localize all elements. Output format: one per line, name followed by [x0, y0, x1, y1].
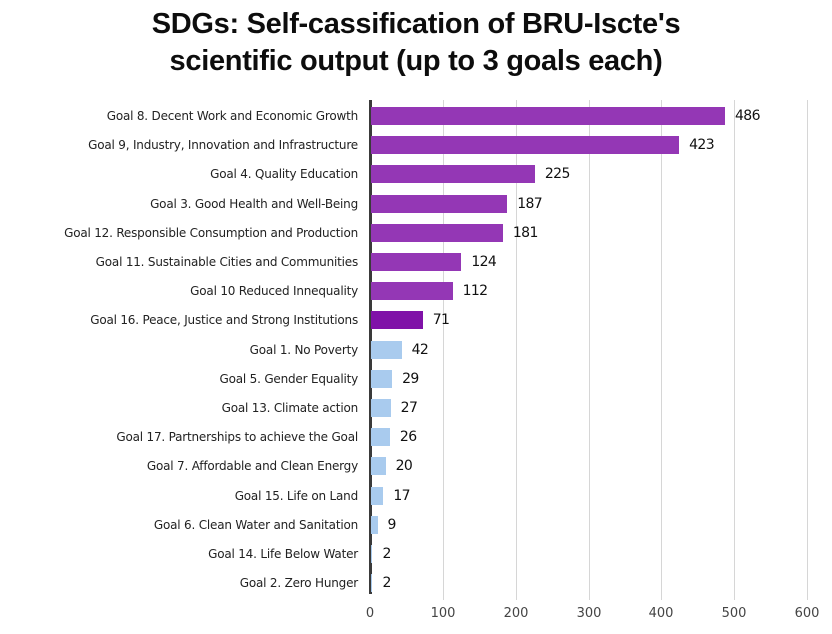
bar	[371, 107, 725, 125]
value-label: 29	[402, 370, 419, 387]
bar	[371, 194, 508, 213]
value-label: 27	[400, 400, 418, 416]
value-label: 9	[387, 516, 397, 533]
category-label: Goal 2. Zero Hunger	[239, 576, 358, 591]
bar	[371, 428, 390, 447]
bar	[371, 574, 373, 593]
chart-title: SDGs: Self-cassification of BRU-Iscte's …	[0, 6, 832, 80]
category-label: Goal 12. Responsible Consumption and Pro…	[64, 225, 358, 240]
x-tick-label: 300	[576, 606, 602, 621]
value-label: 225	[544, 166, 571, 183]
value-label: 423	[689, 137, 715, 154]
value-label: 71	[432, 312, 450, 329]
bar	[371, 223, 503, 242]
category-label: Goal 10 Reduced Innequality	[190, 284, 358, 299]
value-label: 42	[411, 341, 429, 358]
bar	[371, 253, 462, 271]
value-label: 2	[382, 575, 391, 592]
value-label: 17	[393, 487, 410, 504]
chart-title-line-2: scientific output (up to 3 goals each)	[169, 45, 663, 77]
x-tick-label: 0	[365, 606, 375, 621]
bar	[371, 399, 391, 417]
category-label: Goal 14. Life Below Water	[208, 547, 358, 561]
bar	[371, 340, 402, 359]
value-label: 181	[512, 224, 539, 241]
bar	[371, 486, 384, 505]
gridline	[589, 100, 590, 600]
value-label: 2	[382, 546, 391, 562]
category-label: Goal 8. Decent Work and Economic Growth	[106, 109, 358, 123]
value-label: 112	[462, 283, 489, 300]
category-label: Goal 1. No Poverty	[249, 342, 359, 357]
bar	[371, 457, 386, 476]
y-axis-line	[369, 100, 372, 594]
category-label: Goal 7. Affordable and Clean Energy	[146, 459, 358, 474]
bar	[371, 369, 393, 388]
bar	[371, 136, 680, 155]
x-tick-label: 500	[721, 606, 747, 621]
bar	[371, 545, 373, 563]
gridline	[807, 100, 808, 600]
bar	[371, 165, 535, 184]
x-tick-label: 200	[503, 606, 529, 621]
bar	[371, 282, 453, 301]
value-label: 20	[395, 458, 413, 475]
gridline	[734, 100, 735, 600]
category-label: Goal 11. Sustainable Cities and Communit…	[95, 255, 359, 269]
category-label: Goal 17. Partnerships to achieve the Goa…	[116, 430, 358, 445]
category-label: Goal 6. Clean Water and Sanitation	[153, 517, 358, 532]
x-tick-label: 600	[794, 606, 820, 621]
bar	[371, 311, 423, 330]
value-label: 187	[517, 195, 543, 212]
value-label: 124	[471, 254, 497, 270]
value-label: 26	[399, 429, 417, 446]
category-label: Goal 16. Peace, Justice and Strong Insti…	[90, 313, 358, 328]
gridline	[516, 100, 517, 600]
gridline	[443, 100, 444, 600]
x-tick-label: 100	[430, 606, 456, 621]
category-label: Goal 13. Climate action	[221, 401, 359, 415]
x-tick-label: 400	[648, 606, 674, 621]
bar	[371, 515, 378, 534]
category-label: Goal 9, Industry, Innovation and Infrast…	[88, 138, 358, 153]
category-label: Goal 3. Good Health and Well-Being	[150, 196, 358, 211]
category-label: Goal 15. Life on Land	[234, 488, 359, 503]
gridline	[661, 100, 662, 600]
chart-title-line-1: SDGs: Self-cassification of BRU-Iscte's	[151, 8, 681, 40]
category-label: Goal 5. Gender Equality	[219, 371, 359, 386]
category-label: Goal 4. Quality Education	[210, 167, 358, 182]
value-label: 486	[734, 108, 761, 124]
